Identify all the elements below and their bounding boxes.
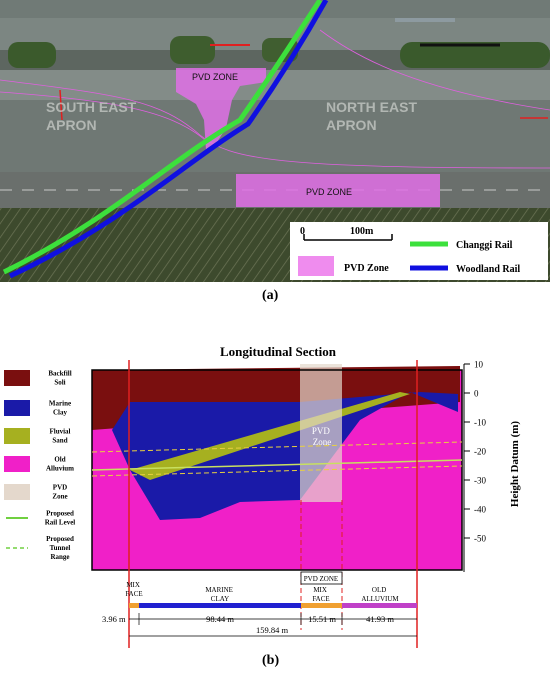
y-axis-ticks: 10 0 -10 -20 -30 -40 -50 [464,360,486,544]
y-tick-label: -40 [474,505,486,515]
seg4-line1: MIX [313,586,327,594]
seg5-line1: OLD [372,586,386,594]
segment-label-marine-clay: MARINE CLAY [205,586,234,603]
north-east-apron-line1: NORTH EAST [326,99,417,115]
legend-woodland-rail: Woodland Rail [456,264,520,275]
section-title: Longitudinal Section [220,344,337,359]
y-tick-label: -20 [474,447,486,457]
seg2-line1: MARINE [205,586,233,594]
dimension-lines [129,613,417,637]
dim-3-96: 3.96 m [102,614,126,624]
legend-swatch [4,400,30,416]
legend-label: Proposed Tunnel Range [46,535,74,561]
y-tick-label: -10 [474,418,486,428]
pvd-overlay-line2: Zone [313,437,332,447]
scale-max: 100m [350,226,374,237]
legend-swatch [4,428,30,444]
legend-label: Backfill Soli [48,370,71,387]
legend-pvd-zone: PVD Zone [344,263,389,274]
dim-total: 159.84 m [256,625,289,635]
south-east-apron-label: SOUTH EAST APRON [46,99,140,133]
legend-changgi-rail: Changgi Rail [456,240,513,251]
legend-swatch [4,484,30,500]
seg1-line1: MIX [126,581,140,589]
longitudinal-section: Longitudinal Section PVD Zone 10 0 -10 -20 -… [4,344,521,648]
y-tick-label: 0 [474,389,479,399]
pvd-zone-top-label: PVD ZONE [192,72,238,82]
pvd-overlay-line1: PVD [312,426,331,436]
legend-label: Fluvial Sand [49,428,70,445]
y-axis-label: Height Datum (m) [509,421,521,507]
south-east-apron-line2: APRON [46,117,97,133]
south-east-apron-line1: SOUTH EAST [46,99,137,115]
section-legend: Backfill Soli Marine Clay Fluvial Sand Old Allu… [4,370,76,561]
scale-zero: 0 [300,226,305,237]
map-legend: 0 100m PVD Zone Changgi Rail Woodland Ra… [290,222,548,280]
dim-15-51: 15.51 m [308,614,336,624]
pvd-zone-bottom-label: PVD ZONE [306,187,352,197]
seg2-line2: CLAY [211,595,229,603]
pvd-overlay-label: PVD Zone [312,426,332,447]
dim-98-44: 98.44 m [206,614,234,624]
seg1-line2: FACE [125,590,142,598]
y-tick-label: 10 [474,360,484,370]
legend-swatch [4,456,30,472]
site-plan-map: PVD ZONE PVD ZONE SOUTH EAST APRON NORTH… [0,0,550,282]
north-east-apron-line2: APRON [326,117,377,133]
dim-41-93: 41.93 m [366,614,394,624]
caption-b: (b) [262,653,280,668]
segment-label-mix-face-2: MIX FACE [312,586,329,603]
segment-label-pvd-zone: PVD ZONE [304,575,338,583]
legend-swatch [4,370,30,386]
legend-label: PVD Zone [52,484,67,501]
legend-label: Proposed Rail Level [45,510,76,527]
north-east-apron-label: NORTH EAST APRON [326,99,421,133]
y-tick-label: -30 [474,476,486,486]
segment-label-old-alluvium: OLD ALLUVIUM [361,586,399,603]
y-tick-label: -50 [474,534,486,544]
seg4-line2: FACE [312,595,329,603]
legend-label: Old Alluvium [46,456,74,473]
segment-bar: MIX FACE MARINE CLAY PVD ZONE MIX FACE O… [125,571,417,608]
caption-a: (a) [262,288,279,303]
seg5-line2: ALLUVIUM [361,595,399,603]
legend-label: Marine Clay [49,400,71,417]
segment-label-mix-face-1: MIX FACE [125,581,142,598]
